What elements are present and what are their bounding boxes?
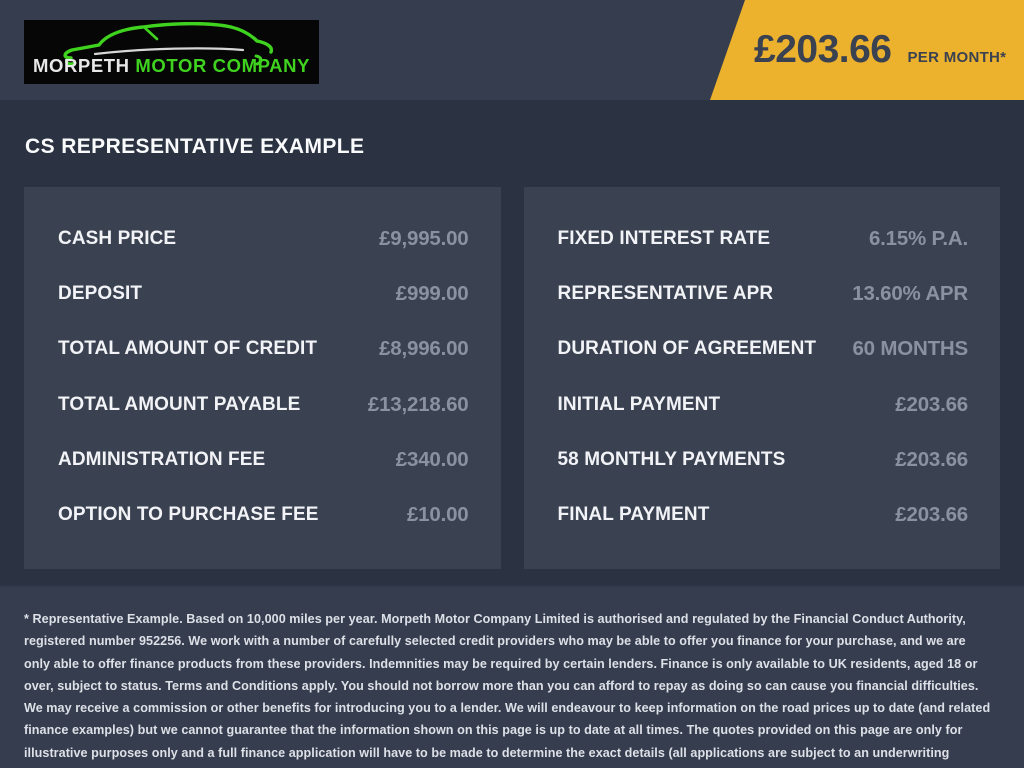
- finance-row-value: £999.00: [395, 282, 469, 306]
- finance-row-value: 60 MONTHS: [852, 337, 968, 361]
- finance-panel-left: CASH PRICE £9,995.00 DEPOSIT £999.00 TOT…: [24, 187, 501, 569]
- logo-secondary: MOTOR COMPANY: [135, 55, 311, 76]
- finance-row-value: £10.00: [406, 502, 469, 526]
- car-outline-icon: [62, 22, 273, 66]
- footer: * Representative Example. Based on 10,00…: [0, 585, 1024, 768]
- finance-row-label: REPRESENTATIVE APR: [557, 283, 774, 305]
- finance-row: FIXED INTEREST RATE 6.15% P.A.: [558, 227, 969, 251]
- header: MORPETH MOTOR COMPANY £203.66 PER MONTH*: [0, 0, 1024, 100]
- monthly-price-flag: £203.66 PER MONTH*: [710, 0, 1024, 100]
- finance-row-value: £13,218.60: [367, 392, 469, 416]
- finance-row: FINAL PAYMENT £203.66: [558, 503, 969, 527]
- finance-row-value: £203.66: [895, 447, 968, 471]
- finance-row-label: FIXED INTEREST RATE: [557, 228, 771, 249]
- price-period-label: PER MONTH*: [907, 49, 1007, 66]
- finance-row-label: DEPOSIT: [58, 283, 143, 305]
- logo-primary: MORPETH: [32, 55, 130, 76]
- finance-row-value: £203.66: [895, 502, 968, 526]
- finance-row: TOTAL AMOUNT OF CREDIT £8,996.00: [58, 337, 469, 361]
- finance-row: CASH PRICE £9,995.00: [58, 227, 469, 251]
- finance-row-value: £8,996.00: [379, 337, 469, 361]
- finance-row-label: CASH PRICE: [58, 228, 177, 249]
- finance-row-label: TOTAL AMOUNT PAYABLE: [58, 393, 301, 415]
- finance-row-label: INITIAL PAYMENT: [557, 393, 721, 415]
- company-logo: MORPETH MOTOR COMPANY: [24, 20, 319, 84]
- finance-row: INITIAL PAYMENT £203.66: [558, 393, 969, 417]
- finance-row: TOTAL AMOUNT PAYABLE £13,218.60: [58, 393, 469, 417]
- finance-row-label: 58 MONTHLY PAYMENTS: [557, 448, 786, 470]
- finance-example-section: CS REPRESENTATIVE EXAMPLE CASH PRICE £9,…: [0, 100, 1024, 585]
- finance-row-value: £203.66: [895, 392, 968, 416]
- finance-row-label: TOTAL AMOUNT OF CREDIT: [58, 338, 318, 360]
- price-amount: £203.66: [754, 28, 892, 71]
- footer-disclaimer: * Representative Example. Based on 10,00…: [24, 612, 991, 760]
- finance-row-label: OPTION TO PURCHASE FEE: [58, 503, 319, 525]
- finance-panels: CASH PRICE £9,995.00 DEPOSIT £999.00 TOT…: [24, 187, 1000, 569]
- finance-row-label: DURATION OF AGREEMENT: [557, 338, 817, 360]
- page-title: CS REPRESENTATIVE EXAMPLE: [25, 135, 365, 158]
- finance-row: ADMINISTRATION FEE £340.00: [58, 448, 469, 472]
- finance-row-label: ADMINISTRATION FEE: [58, 448, 266, 470]
- finance-row-value: £9,995.00: [379, 227, 469, 250]
- finance-row-value: 13.60% APR: [852, 282, 968, 306]
- logo-wordmark: MORPETH MOTOR COMPANY: [33, 55, 310, 77]
- finance-row: DEPOSIT £999.00: [58, 282, 469, 306]
- finance-row-value: £340.00: [395, 447, 469, 471]
- finance-row-value: 6.15% P.A.: [868, 227, 968, 250]
- finance-row: OPTION TO PURCHASE FEE £10.00: [58, 503, 469, 527]
- finance-row: REPRESENTATIVE APR 13.60% APR: [558, 282, 969, 306]
- finance-row-label: FINAL PAYMENT: [557, 503, 710, 525]
- finance-panel-right: FIXED INTEREST RATE 6.15% P.A. REPRESENT…: [523, 187, 1000, 569]
- finance-row: DURATION OF AGREEMENT 60 MONTHS: [558, 337, 969, 361]
- finance-row: 58 MONTHLY PAYMENTS £203.66: [558, 448, 969, 472]
